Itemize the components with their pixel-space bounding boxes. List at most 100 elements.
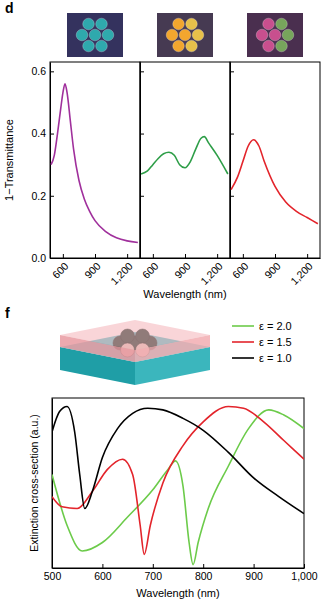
tick: 900 <box>262 254 283 281</box>
axis <box>140 63 144 259</box>
tick-mark <box>275 254 276 258</box>
photo <box>67 13 123 57</box>
data-line <box>51 84 138 243</box>
photo-particle <box>76 29 88 41</box>
tick-mark <box>304 564 305 568</box>
photo <box>247 13 303 57</box>
photo-particle <box>102 29 114 41</box>
plot-area <box>141 137 228 174</box>
subplot: 600 9001,200 <box>140 13 231 287</box>
tick-label: 500 <box>44 570 62 582</box>
photo-particle <box>89 29 101 41</box>
axis: 600 9001,200 <box>230 254 321 287</box>
photo-particle <box>83 40 95 52</box>
tick-label: 0.2 <box>31 190 46 202</box>
axis-title: 1−Transmittance <box>3 119 15 201</box>
plot-area <box>231 140 318 224</box>
plot-frame <box>230 62 320 258</box>
plot-frame <box>50 62 140 258</box>
photo-particle <box>186 18 198 30</box>
tick: 0.6 <box>31 65 54 77</box>
tick-mark <box>50 134 54 135</box>
tick: 900 <box>245 564 263 582</box>
photo-particle <box>179 29 191 41</box>
tick-mark <box>230 258 234 259</box>
tick-mark <box>153 254 154 258</box>
axis-line <box>53 568 305 569</box>
tick <box>230 196 234 197</box>
photo-background <box>157 13 213 57</box>
schematic <box>60 320 210 385</box>
tick <box>140 71 144 72</box>
axis-title: Extinction cross-section (a.u.) <box>28 414 40 552</box>
tick: 900 <box>82 254 103 281</box>
tick <box>140 134 144 135</box>
tick-label: 1,200 <box>108 260 135 287</box>
legend-swatch <box>232 341 254 343</box>
tick: 1,000 <box>291 564 317 582</box>
figure: 6009001,2000.00.20.40.6d1−Transmittance6… <box>0 0 324 600</box>
legend: ε = 2.0ε = 1.5ε = 1.0 <box>232 320 292 364</box>
tick: 800 <box>195 564 213 582</box>
photo-particle <box>256 29 268 41</box>
tick-mark <box>127 254 128 258</box>
axis-line <box>51 258 141 259</box>
tick-mark <box>185 254 186 258</box>
photo-particle <box>263 40 275 52</box>
tick-mark <box>230 71 234 72</box>
tick-label: 1,000 <box>291 570 317 582</box>
tick: 600 <box>50 254 71 281</box>
tick: 700 <box>145 564 163 582</box>
legend-label: ε = 1.0 <box>259 352 292 364</box>
tick-mark <box>50 258 54 259</box>
plot-frame <box>52 398 304 568</box>
tick-label: 1,200 <box>198 260 225 287</box>
data-line <box>231 140 318 224</box>
photo-particle <box>192 29 204 41</box>
tick-mark <box>140 258 144 259</box>
tick-label: 600 <box>94 570 112 582</box>
data-line <box>52 407 304 514</box>
axis-line <box>230 63 231 259</box>
subplot: 600 9001,200 <box>230 13 321 287</box>
tick-label: 1,200 <box>288 260 315 287</box>
plot-area <box>51 84 138 243</box>
photo-particle <box>83 18 95 30</box>
axis-line <box>52 399 53 569</box>
tick-label: 600 <box>230 260 251 281</box>
tick-label: 0.6 <box>31 65 46 77</box>
tick-label: 0.4 <box>31 127 46 139</box>
tick-mark <box>230 134 234 135</box>
legend-swatch <box>232 325 254 327</box>
axis-title: Wavelength (nm) <box>143 288 226 300</box>
tick-mark <box>140 196 144 197</box>
tick: 1,200 <box>108 254 135 287</box>
tick-mark <box>307 254 308 258</box>
tick-label: 900 <box>245 570 263 582</box>
photo <box>157 13 213 57</box>
legend-label: ε = 2.0 <box>259 320 292 332</box>
tick-mark <box>203 564 204 568</box>
photo-particle <box>282 29 294 41</box>
panel-label: d <box>5 0 14 16</box>
tick: 900 <box>172 254 193 281</box>
subplot: 500 600 700 800 900 1,000 <box>44 320 318 582</box>
photo-particle <box>173 18 185 30</box>
tick-mark <box>140 134 144 135</box>
panel-label: f <box>5 305 10 321</box>
tick-mark <box>50 196 54 197</box>
tick-label: 900 <box>82 260 103 281</box>
tick-label: 800 <box>195 570 213 582</box>
photo-particle <box>263 18 275 30</box>
photo-particle <box>276 40 288 52</box>
photo-particle <box>96 40 108 52</box>
tick <box>140 258 144 259</box>
tick: 1,200 <box>198 254 225 287</box>
axis-title: Wavelength (nm) <box>136 587 219 599</box>
axis: 500 600 700 800 900 1,000 <box>44 564 318 582</box>
legend-swatch <box>232 357 254 359</box>
tick <box>230 258 234 259</box>
tick-mark <box>217 254 218 258</box>
tick-label: 600 <box>140 260 161 281</box>
tick: 600 <box>230 254 251 281</box>
